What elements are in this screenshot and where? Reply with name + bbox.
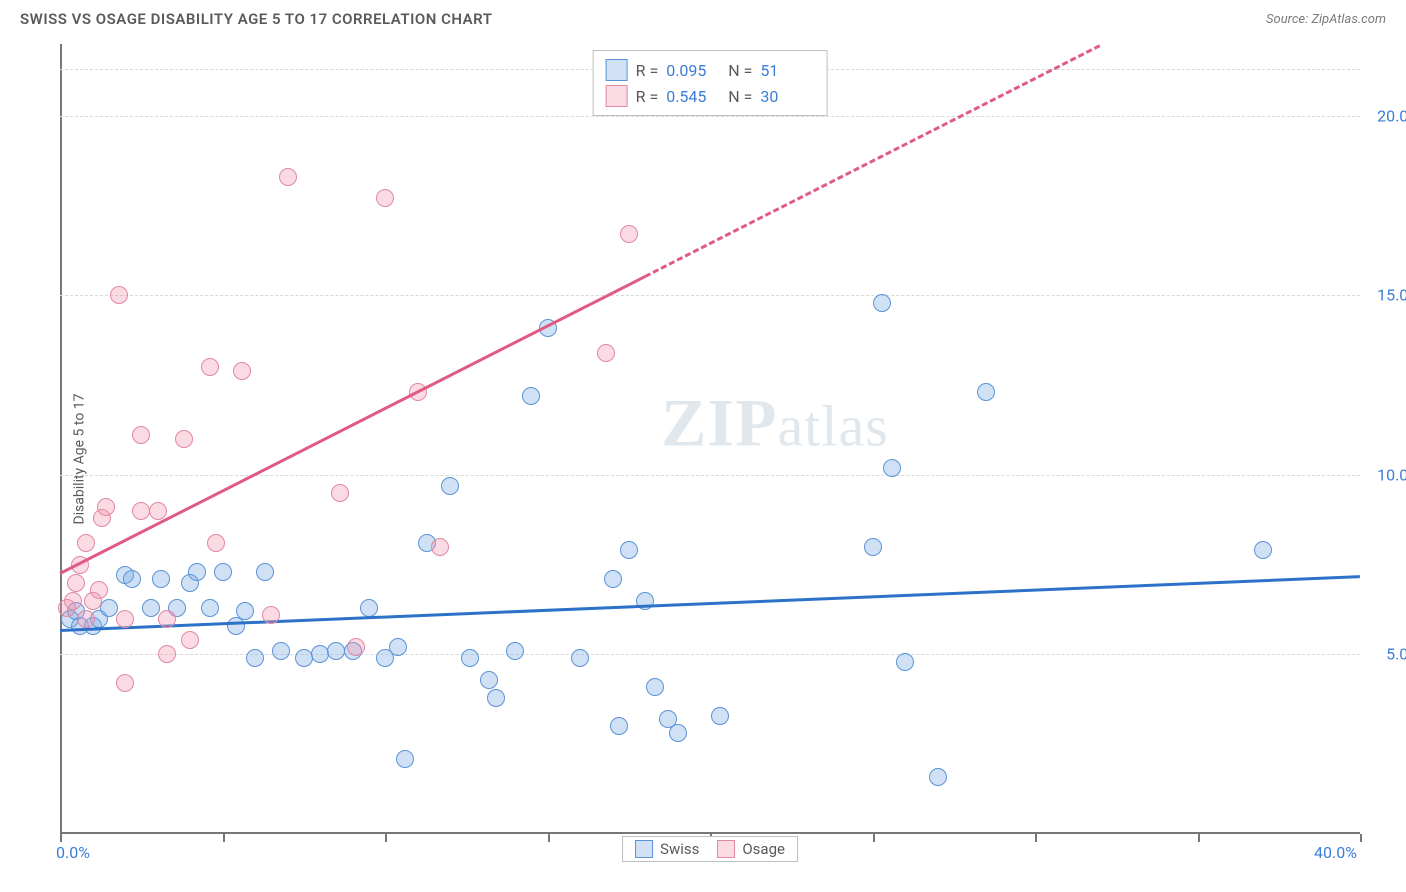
data-point bbox=[142, 599, 160, 617]
data-point bbox=[480, 671, 498, 689]
data-point bbox=[620, 541, 638, 559]
data-point bbox=[116, 674, 134, 692]
data-point bbox=[331, 484, 349, 502]
legend-swatch bbox=[717, 840, 735, 858]
source-attribution: Source: ZipAtlas.com bbox=[1266, 12, 1386, 27]
data-point bbox=[132, 426, 150, 444]
legend-swatch bbox=[635, 840, 653, 858]
y-tick-label: 20.0% bbox=[1365, 106, 1406, 125]
legend-swatch bbox=[606, 59, 628, 81]
data-point bbox=[522, 387, 540, 405]
x-tick bbox=[873, 834, 875, 842]
correlation-legend: R =0.095N =51R =0.545N =30 bbox=[593, 50, 828, 116]
data-point bbox=[929, 768, 947, 786]
gridline bbox=[60, 295, 1360, 296]
legend-row: R =0.545N =30 bbox=[606, 83, 815, 109]
x-tick bbox=[1360, 834, 1362, 842]
data-point bbox=[646, 678, 664, 696]
x-tick bbox=[548, 834, 550, 842]
data-point bbox=[64, 592, 82, 610]
legend-item: Osage bbox=[717, 840, 785, 858]
data-point bbox=[376, 189, 394, 207]
data-point bbox=[571, 649, 589, 667]
data-point bbox=[711, 707, 729, 725]
data-point bbox=[864, 538, 882, 556]
data-point bbox=[506, 642, 524, 660]
data-point bbox=[246, 649, 264, 667]
data-point bbox=[977, 383, 995, 401]
legend-label: Osage bbox=[742, 840, 785, 858]
data-point bbox=[100, 599, 118, 617]
data-point bbox=[77, 610, 95, 628]
data-point bbox=[158, 645, 176, 663]
data-point bbox=[201, 599, 219, 617]
data-point bbox=[233, 362, 251, 380]
data-point bbox=[181, 631, 199, 649]
x-tick-label: 0.0% bbox=[56, 843, 90, 862]
data-point bbox=[116, 610, 134, 628]
data-point bbox=[110, 286, 128, 304]
data-point bbox=[201, 358, 219, 376]
data-point bbox=[311, 645, 329, 663]
data-point bbox=[123, 570, 141, 588]
data-point bbox=[347, 638, 365, 656]
data-point bbox=[262, 606, 280, 624]
data-point bbox=[461, 649, 479, 667]
data-point bbox=[236, 602, 254, 620]
x-tick bbox=[1035, 834, 1037, 842]
data-point bbox=[1254, 541, 1272, 559]
data-point bbox=[149, 502, 167, 520]
y-axis-line bbox=[60, 44, 62, 834]
legend-label: Swiss bbox=[660, 840, 699, 858]
y-tick-label: 10.0% bbox=[1365, 465, 1406, 484]
data-point bbox=[487, 689, 505, 707]
data-point bbox=[188, 563, 206, 581]
trend-line bbox=[59, 275, 645, 575]
data-point bbox=[360, 599, 378, 617]
data-point bbox=[207, 534, 225, 552]
series-legend: Swiss Osage bbox=[622, 836, 798, 862]
data-point bbox=[883, 459, 901, 477]
trend-line bbox=[60, 575, 1360, 632]
x-tick bbox=[60, 834, 62, 842]
legend-item: Swiss bbox=[635, 840, 699, 858]
data-point bbox=[256, 563, 274, 581]
data-point bbox=[272, 642, 290, 660]
data-point bbox=[214, 563, 232, 581]
chart-title: SWISS VS OSAGE DISABILITY AGE 5 TO 17 CO… bbox=[20, 10, 492, 28]
x-tick bbox=[223, 834, 225, 842]
x-tick-label: 40.0% bbox=[1314, 843, 1357, 862]
data-point bbox=[67, 574, 85, 592]
data-point bbox=[873, 294, 891, 312]
data-point bbox=[597, 344, 615, 362]
legend-swatch bbox=[606, 85, 628, 107]
x-tick bbox=[385, 834, 387, 842]
data-point bbox=[669, 724, 687, 742]
data-point bbox=[896, 653, 914, 671]
data-point bbox=[604, 570, 622, 588]
data-point bbox=[431, 538, 449, 556]
data-point bbox=[77, 534, 95, 552]
data-point bbox=[620, 225, 638, 243]
chart-container: Disability Age 5 to 17 ZIPatlas 5.0%10.0… bbox=[20, 44, 1386, 874]
data-point bbox=[396, 750, 414, 768]
data-point bbox=[158, 610, 176, 628]
data-point bbox=[389, 638, 407, 656]
data-point bbox=[279, 168, 297, 186]
legend-row: R =0.095N =51 bbox=[606, 57, 815, 83]
data-point bbox=[152, 570, 170, 588]
plot-area: ZIPatlas 5.0%10.0%15.0%20.0%0.0%40.0%R =… bbox=[60, 44, 1360, 834]
y-tick-label: 5.0% bbox=[1365, 645, 1406, 664]
data-point bbox=[295, 649, 313, 667]
data-point bbox=[441, 477, 459, 495]
data-point bbox=[97, 498, 115, 516]
data-point bbox=[610, 717, 628, 735]
data-point bbox=[90, 581, 108, 599]
x-tick bbox=[1198, 834, 1200, 842]
data-point bbox=[175, 430, 193, 448]
y-tick-label: 15.0% bbox=[1365, 286, 1406, 305]
watermark: ZIPatlas bbox=[661, 384, 889, 463]
